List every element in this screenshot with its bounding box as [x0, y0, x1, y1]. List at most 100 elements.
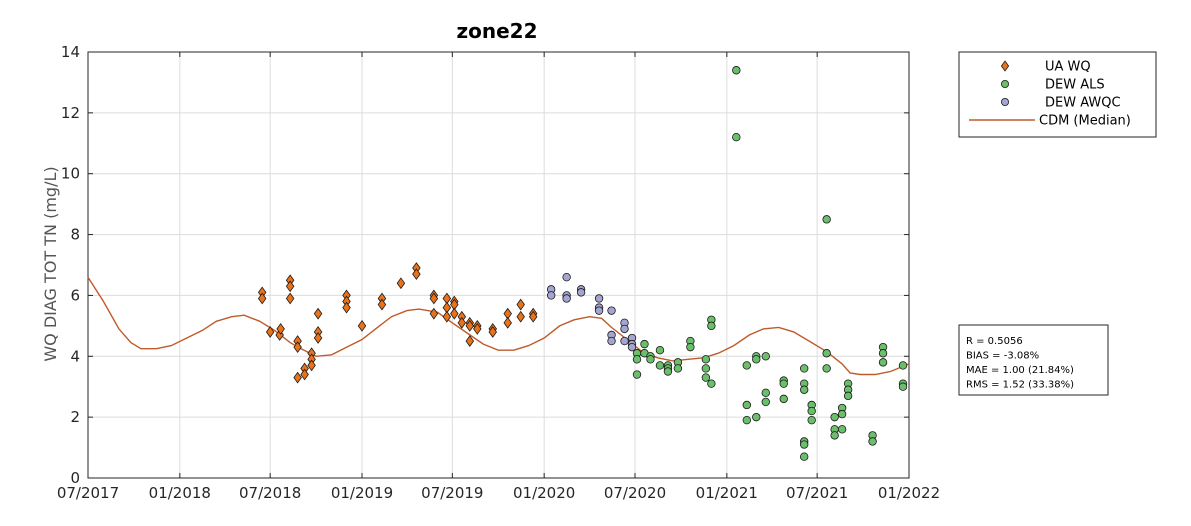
data-point: [528, 310, 538, 323]
stats-line: MAE = 1.00 (21.84%): [966, 365, 1074, 376]
data-point: [313, 332, 323, 344]
data-point: [632, 370, 642, 379]
y-tick-label: 2: [70, 408, 80, 426]
data-point: [663, 367, 673, 376]
data-point: [594, 294, 604, 303]
stats-box: R = 0.5056 BIAS = -3.08% MAE = 1.00 (21.84…: [958, 324, 1109, 396]
legend-marker-swatch: [1000, 60, 1010, 72]
x-tick-label: 07/2021: [786, 484, 848, 502]
data-point: [594, 306, 604, 315]
y-tick-label: 14: [61, 43, 80, 61]
data-point: [473, 323, 482, 335]
data-point: [442, 310, 452, 323]
data-point: [285, 280, 295, 293]
data-point: [707, 321, 716, 331]
data-point: [898, 382, 908, 391]
y-tick-label: 12: [61, 104, 80, 122]
data-point: [799, 440, 809, 449]
data-point: [878, 349, 888, 358]
x-tick-label: 01/2019: [331, 484, 393, 502]
data-point: [822, 349, 831, 358]
legend-marker-swatch: [1001, 98, 1010, 107]
data-point: [898, 361, 908, 370]
data-point: [516, 310, 525, 323]
series-dew-awqc: [546, 272, 637, 352]
legend-label: CDM (Median): [1039, 114, 1131, 129]
data-point: [868, 437, 877, 446]
data-point: [655, 361, 665, 370]
y-axis-label: WQ DIAG TOT TN (mg/L): [41, 166, 60, 361]
data-point: [265, 326, 275, 338]
data-point: [450, 307, 459, 320]
data-point: [742, 400, 751, 410]
data-point: [640, 339, 649, 349]
data-point: [701, 373, 711, 382]
x-tick-label: 01/2020: [513, 484, 575, 502]
data-point: [707, 379, 716, 388]
y-tick-label: 4: [70, 347, 80, 365]
data-point: [799, 385, 809, 394]
data-point: [607, 336, 616, 346]
legend-label: DEW ALS: [1045, 78, 1105, 93]
data-point: [732, 66, 741, 75]
data-point: [293, 371, 302, 384]
data-point: [752, 412, 761, 422]
data-point: [843, 391, 853, 401]
series-layer: [87, 66, 910, 461]
legend-label: DEW AWQC: [1045, 96, 1121, 111]
series-dew-als: [632, 66, 908, 461]
data-point: [830, 412, 839, 422]
data-point: [276, 323, 285, 335]
data-point: [257, 292, 267, 305]
x-tick-label: 07/2019: [421, 484, 483, 502]
data-point: [429, 292, 439, 305]
data-point: [503, 316, 512, 329]
stats-box-frame: [958, 324, 1109, 396]
data-point: [562, 294, 571, 303]
data-point: [607, 306, 616, 315]
data-point: [701, 364, 711, 373]
data-point: [807, 415, 816, 425]
data-point: [429, 307, 439, 320]
data-point: [701, 355, 711, 364]
series-line-cdm-median: [87, 276, 910, 376]
data-point: [830, 431, 839, 440]
data-point: [837, 425, 847, 434]
stats-line: R = 0.5056: [966, 336, 1023, 347]
data-point: [488, 326, 497, 338]
data-point: [562, 272, 571, 282]
y-tick-label: 10: [61, 165, 80, 183]
series-ua-wq: [257, 262, 538, 384]
data-point: [799, 452, 809, 461]
data-point: [377, 298, 387, 311]
data-point: [396, 277, 406, 290]
data-point: [646, 355, 655, 364]
data-point: [761, 388, 770, 397]
stats-line: RMS = 1.52 (33.38%): [966, 380, 1074, 391]
data-point: [620, 324, 629, 334]
data-point: [465, 319, 475, 332]
data-point: [878, 358, 888, 367]
data-point: [655, 346, 665, 355]
data-point: [285, 292, 295, 305]
data-point: [761, 352, 770, 361]
data-point: [620, 336, 629, 346]
x-tick-label: 01/2022: [878, 484, 940, 502]
legend-box: [958, 51, 1157, 138]
data-point: [686, 342, 695, 352]
data-point: [546, 291, 556, 300]
x-tick-label: 07/2017: [57, 484, 119, 502]
data-point: [807, 406, 816, 416]
data-point: [742, 415, 751, 425]
y-tick-label: 6: [70, 286, 80, 304]
data-point: [342, 301, 351, 314]
data-point: [732, 132, 741, 142]
x-tick-label: 07/2018: [239, 484, 301, 502]
y-tick-label: 0: [70, 469, 80, 487]
data-point: [761, 397, 770, 407]
data-point: [779, 394, 788, 404]
data-point: [742, 361, 751, 370]
legend-marker-swatch: [1001, 80, 1010, 89]
data-point: [465, 335, 475, 347]
